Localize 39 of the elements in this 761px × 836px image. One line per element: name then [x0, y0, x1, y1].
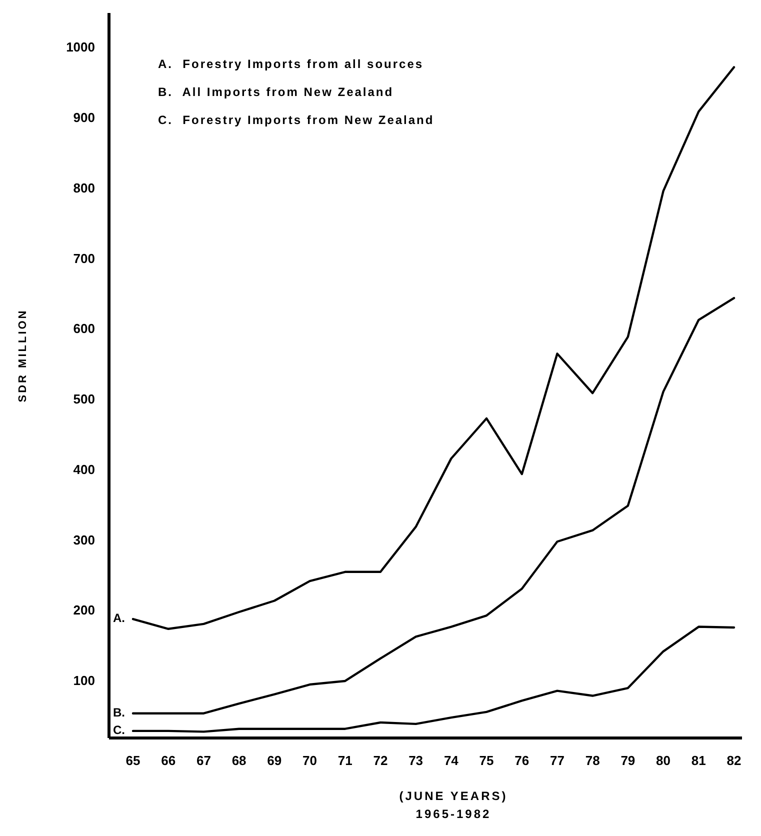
x-tick-label: 80 — [656, 753, 671, 768]
y-tick-label: 300 — [73, 532, 95, 548]
x-tick-label: 69 — [267, 753, 282, 768]
y-tick-label: 200 — [73, 602, 95, 618]
text: 1965-1982 — [416, 807, 492, 821]
x-tick-label: 74 — [444, 753, 460, 768]
series-label: C. — [113, 723, 125, 738]
x-axis-title: (JUNE YEARS) — [399, 789, 508, 803]
x-tick-label: 71 — [338, 753, 352, 768]
x-tick-label: 79 — [620, 753, 636, 768]
y-axis-title: SDR MILLION — [17, 308, 29, 402]
x-tick-label: 72 — [373, 753, 388, 768]
x-tick-label: 67 — [196, 753, 211, 768]
x-tick-label: 78 — [585, 753, 600, 768]
annotation: C. Forestry Imports from New Zealand — [158, 113, 434, 127]
y-tick-label: 100 — [73, 673, 95, 688]
y-tick-label: 900 — [73, 110, 95, 126]
x-tick-label: 65 — [126, 753, 140, 768]
x-tick-label: 75 — [479, 753, 494, 768]
annotation: B. All Imports from New Zealand — [158, 85, 394, 99]
x-tick-label: 81 — [691, 753, 706, 768]
line-series — [132, 296, 736, 714]
x-tick-label: 77 — [550, 753, 564, 768]
series-label: B. — [113, 706, 125, 720]
x-tick-label: 73 — [408, 753, 424, 768]
x-tick-label: 68 — [232, 753, 246, 768]
y-tick-label: 700 — [73, 250, 95, 266]
x-tick-label: 70 — [302, 753, 317, 768]
y-tick-label: 500 — [73, 392, 95, 407]
y-tick-label: 800 — [73, 180, 95, 196]
x-tick-label: 66 — [161, 753, 176, 768]
line-series — [132, 626, 736, 733]
y-tick-label: 1000 — [66, 40, 95, 55]
x-tick-label: 76 — [514, 753, 530, 768]
annotation: A. Forestry Imports from all sources — [158, 57, 424, 71]
y-tick-label: 600 — [73, 321, 95, 336]
x-tick-label: 82 — [726, 753, 742, 768]
y-tick-label: 400 — [73, 462, 95, 477]
series-label: A. — [113, 611, 125, 626]
